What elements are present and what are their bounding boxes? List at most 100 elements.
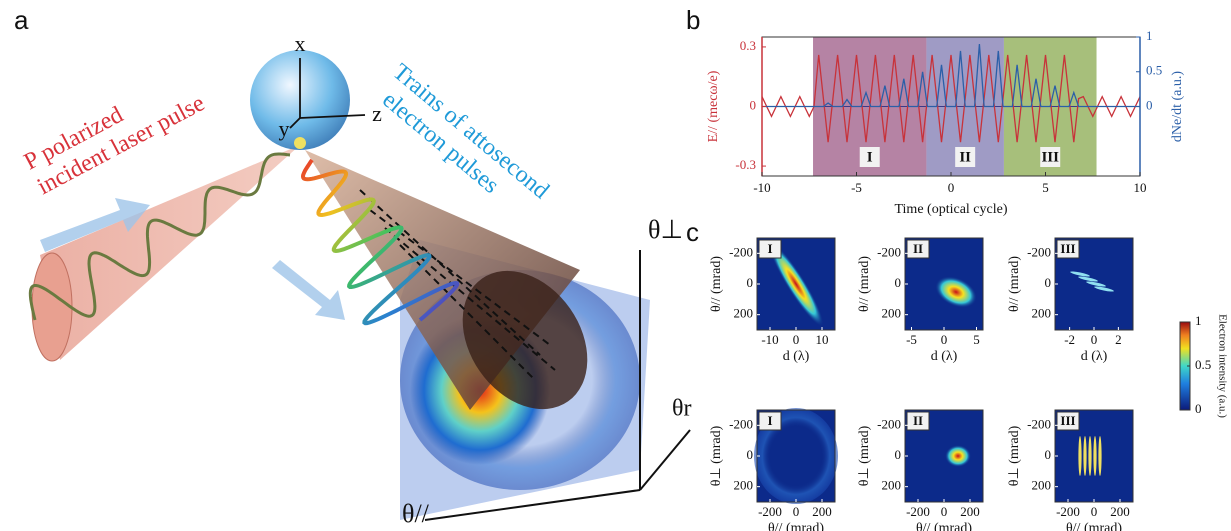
y2-tick-label: 0.5	[1146, 63, 1162, 78]
axis-y: y	[279, 116, 290, 141]
laser-wave	[28, 152, 291, 321]
laser-cone-end	[31, 252, 73, 362]
x-tick-label: 5	[973, 332, 980, 347]
panel-tag: III	[1060, 413, 1075, 428]
heatmap-image	[754, 408, 838, 504]
y-axis-label: θ⊥ (mrad)	[857, 425, 872, 486]
detector-axis-label: θ⊥	[648, 215, 683, 244]
x-tick-label: -10	[761, 332, 778, 347]
panel-tag: I	[767, 241, 772, 256]
y2-axis-label: dNe/dt (a.u.)	[1170, 71, 1185, 142]
panel-label: c	[686, 217, 699, 247]
x-tick-label: -2	[1064, 332, 1075, 347]
y-tick-label: 0	[1045, 447, 1052, 462]
x-tick-label: 2	[1115, 332, 1122, 347]
intensity	[1083, 436, 1087, 476]
panel-tag: II	[913, 413, 923, 428]
x-tick-label: -5	[851, 180, 862, 195]
y-tick-label: 0	[895, 447, 902, 462]
region-label-box	[1040, 147, 1061, 167]
colorbar-tick-label: 0	[1195, 401, 1202, 416]
detector-axes	[424, 250, 691, 521]
y-tick-label: -200	[729, 244, 753, 259]
focus	[294, 137, 306, 149]
y-tick-label: 0	[750, 97, 757, 112]
region-label: III	[1041, 149, 1059, 165]
x-tick-label: 200	[812, 504, 832, 519]
intensity	[768, 241, 824, 327]
y-axis-label: θ// (mrad)	[857, 256, 872, 312]
panel-tag-box	[1056, 411, 1080, 431]
reflected-wave	[300, 158, 460, 326]
y-tick-label: 200	[882, 478, 902, 493]
panel-tag-box	[906, 239, 930, 259]
y-tick-label: -0.3	[735, 157, 756, 172]
panel-label: b	[686, 5, 700, 35]
y-axis-label: θ// (mrad)	[709, 256, 724, 312]
x-tick-label: -5	[906, 332, 917, 347]
x-tick-label: 0	[941, 504, 948, 519]
heatmap-image	[1078, 436, 1102, 476]
heatmap-image	[945, 445, 971, 467]
target-axes	[289, 58, 366, 129]
y-tick-label: 200	[734, 478, 754, 493]
y-tick-label: 200	[734, 306, 754, 321]
x-axis-label: θ// (mrad)	[1066, 521, 1122, 531]
region-label: I	[867, 149, 873, 165]
panel-label: a	[14, 5, 29, 35]
y-tick-label: 200	[882, 306, 902, 321]
x-tick-label: -10	[753, 180, 770, 195]
line	[762, 43, 1140, 108]
colorbar-label: Electron intensity (a.u.)	[1216, 314, 1228, 418]
line	[761, 54, 1141, 143]
y-axis-label: θ⊥ (mrad)	[1007, 425, 1022, 486]
y-tick-label: 0	[895, 275, 902, 290]
region-label: II	[959, 149, 971, 165]
panel-tag: I	[767, 413, 772, 428]
intensity	[935, 276, 977, 308]
panel-tag-box	[758, 239, 782, 259]
x-axis-label: Time (optical cycle)	[894, 202, 1007, 217]
region-label-box	[955, 147, 976, 167]
y-axis-label: θ// (mrad)	[1007, 256, 1022, 312]
intensity	[1093, 436, 1097, 476]
y-tick-label: -200	[1027, 244, 1051, 259]
y-axis-label: E// (mecω/e)	[706, 70, 721, 142]
y-tick-label: -200	[729, 416, 753, 431]
y-tick-label: 0	[747, 275, 754, 290]
detector-axis-label: θ//	[402, 499, 430, 528]
intensity	[1088, 436, 1092, 476]
laser-cone	[40, 145, 300, 360]
panel-tag: III	[1060, 241, 1075, 256]
intensity	[1078, 276, 1098, 282]
x-axis-label: d (λ)	[783, 349, 810, 364]
intensity	[1098, 436, 1102, 476]
intensity	[1070, 271, 1090, 277]
colorbar-tick-label: 0.5	[1195, 357, 1211, 372]
x-axis-label: θ// (mrad)	[768, 521, 824, 531]
laser-label: P polarized incident laser pulse	[20, 90, 209, 200]
axis-x: x	[295, 31, 306, 56]
x-axis-label: θ// (mrad)	[916, 521, 972, 531]
heatmap-image	[768, 241, 824, 327]
x-tick-label: -200	[1056, 504, 1080, 519]
intensity	[754, 408, 838, 504]
y-tick-label: 200	[1032, 478, 1052, 493]
axis-z: z	[372, 101, 382, 126]
panel-tag-box	[758, 411, 782, 431]
y-tick-label: -200	[877, 244, 901, 259]
x-axis-label: d (λ)	[1081, 349, 1108, 364]
x-tick-label: 0	[793, 504, 800, 519]
y-tick-label: 200	[1032, 306, 1052, 321]
y-tick-label: 0	[1045, 275, 1052, 290]
x-tick-label: 200	[1110, 504, 1130, 519]
x-tick-label: 5	[1042, 180, 1049, 195]
x-tick-label: 200	[960, 504, 980, 519]
panel-tag: II	[913, 241, 923, 256]
y-tick-label: 0.3	[740, 38, 756, 53]
intensity	[1094, 286, 1114, 292]
heatmap-image	[1070, 271, 1114, 292]
x-tick-label: -200	[906, 504, 930, 519]
